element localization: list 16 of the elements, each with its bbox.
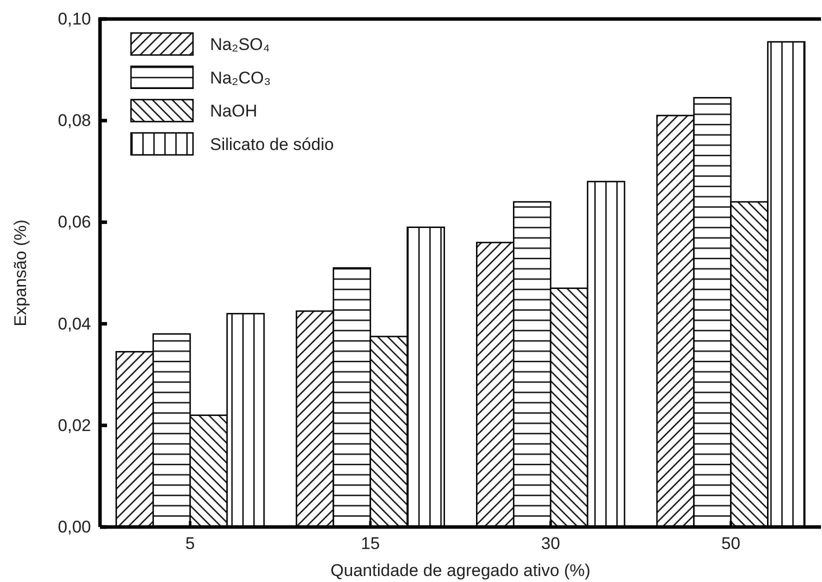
legend-label: Na₂CO₃ — [210, 68, 271, 88]
legend-label: Silicato de sódio — [210, 135, 334, 154]
y-tick-label: 0,10 — [58, 9, 91, 28]
x-tick-label: 5 — [185, 534, 195, 554]
x-tick-label: 50 — [721, 534, 740, 554]
y-axis-title: Expansão (%) — [11, 220, 30, 326]
y-tick-label: 0,04 — [58, 314, 91, 334]
y-tick-label: 0,08 — [58, 111, 91, 130]
x-axis-title: Quantidade de agregado ativo (%) — [330, 561, 590, 580]
x-tick-label: 30 — [541, 534, 560, 554]
legend-label: NaOH — [210, 102, 258, 121]
y-tick-label: 0,00 — [58, 517, 91, 536]
legend-label: Na₂SO₄ — [210, 35, 270, 54]
x-tick-label: 15 — [360, 534, 380, 554]
y-tick-label: 0,06 — [58, 212, 91, 232]
y-tick-label: 0,02 — [58, 416, 91, 435]
